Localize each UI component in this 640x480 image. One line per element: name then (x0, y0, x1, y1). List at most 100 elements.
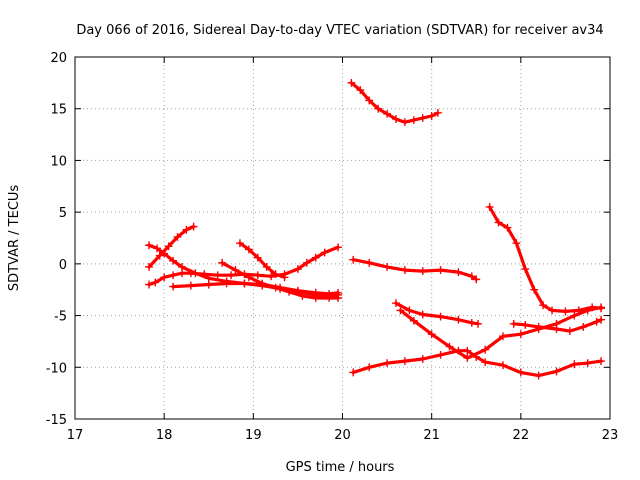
data-point (472, 275, 481, 284)
data-point (592, 317, 601, 326)
data-point (534, 371, 543, 380)
data-point (222, 279, 231, 288)
series-track-3 (145, 243, 342, 289)
data-point (392, 299, 400, 308)
data-point (311, 253, 320, 262)
data-point (258, 279, 267, 288)
series-track-9 (392, 299, 482, 328)
series-line-track-9 (394, 301, 480, 326)
data-point (365, 96, 374, 105)
series-track-12 (485, 203, 605, 316)
data-point (365, 258, 374, 267)
data-point (253, 271, 262, 280)
data-point (204, 274, 213, 283)
axis-ticks: 17 18 19 20 21 22 23 -15 -10 -5 0 5 10 15 20 (46, 51, 619, 443)
data-point (178, 263, 186, 271)
data-point (311, 294, 320, 302)
data-point (302, 258, 311, 267)
data-point (539, 301, 548, 310)
data-point (227, 271, 235, 280)
data-point (579, 323, 588, 331)
data-point (164, 242, 173, 251)
data-point (200, 270, 209, 279)
data-point (401, 357, 409, 365)
data-point (499, 361, 507, 370)
y-axis-label: SDTVAR / TECUs (7, 185, 22, 292)
data-point (401, 266, 409, 274)
data-point (597, 357, 605, 365)
data-point (521, 320, 530, 329)
data-point (418, 310, 427, 319)
data-point (236, 239, 244, 248)
x-tick-label: 19 (245, 428, 262, 443)
data-point (271, 270, 280, 279)
y-tick-label: 20 (50, 51, 67, 66)
data-point (463, 354, 472, 362)
data-point (160, 273, 169, 282)
data-point (512, 239, 521, 248)
y-tick-label: 5 (59, 206, 67, 221)
data-point (145, 280, 153, 289)
y-tick-label: -10 (46, 361, 67, 376)
data-point (534, 323, 543, 331)
data-point (334, 294, 342, 302)
data-point (409, 116, 418, 124)
data-point (552, 325, 561, 333)
data-point (516, 330, 525, 339)
data-point (427, 330, 436, 339)
data-point (145, 263, 153, 271)
y-tick-label: 0 (59, 258, 67, 273)
data-point (401, 118, 409, 127)
data-point (454, 268, 463, 277)
data-point (436, 350, 445, 359)
x-tick-label: 20 (334, 428, 351, 443)
series-track-2 (145, 241, 342, 300)
data-point (145, 241, 153, 250)
data-point (160, 249, 169, 258)
data-point (494, 218, 503, 227)
data-point (588, 303, 597, 312)
data-point (285, 287, 293, 296)
data-point (583, 359, 592, 368)
data-series (145, 78, 605, 380)
series-track-11 (396, 303, 605, 362)
data-point (240, 279, 249, 288)
series-line-track-5 (220, 261, 340, 300)
data-point (280, 273, 289, 282)
data-point (204, 280, 213, 289)
data-point (356, 86, 365, 94)
data-point (418, 355, 427, 363)
data-point (244, 245, 253, 254)
data-point (548, 306, 556, 315)
data-point (436, 312, 445, 321)
y-tick-label: -5 (54, 310, 67, 325)
data-point (436, 266, 445, 274)
data-point (597, 304, 605, 313)
data-point (427, 112, 436, 120)
x-tick-label: 18 (156, 428, 173, 443)
data-point (485, 203, 494, 211)
y-tick-label: 10 (50, 154, 67, 169)
data-point (347, 78, 356, 87)
series-track-6 (236, 239, 289, 282)
series-track-1 (145, 222, 198, 271)
data-point (467, 272, 476, 281)
x-tick-label: 17 (67, 428, 84, 443)
data-point (173, 233, 182, 241)
data-point (383, 359, 391, 368)
data-point (481, 358, 490, 367)
series-track-13 (509, 315, 605, 335)
data-point (574, 306, 583, 315)
series-line-track-3 (147, 245, 340, 287)
data-point (474, 319, 482, 328)
data-point (189, 222, 198, 231)
x-tick-label: 22 (513, 428, 530, 443)
data-point (187, 281, 195, 290)
data-point (374, 104, 383, 113)
data-point (253, 253, 262, 262)
y-tick-label: -15 (46, 413, 67, 428)
chart-title: Day 066 of 2016, Sidereal Day-to-day VTE… (76, 23, 603, 38)
series-line-track-6 (238, 241, 287, 279)
series-track-7 (347, 78, 442, 127)
